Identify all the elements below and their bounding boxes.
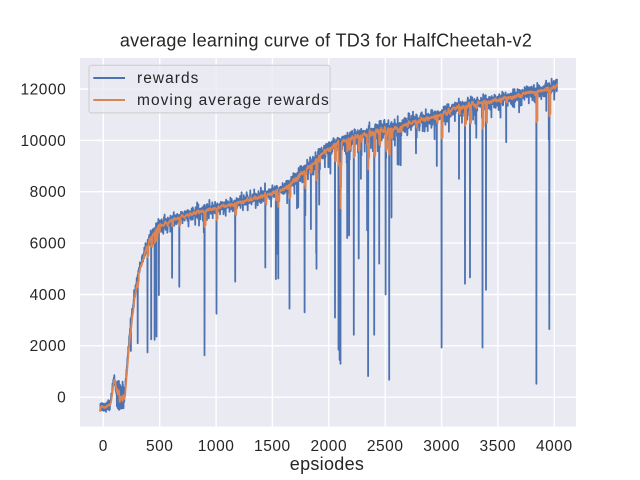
svg-text:1500: 1500 [254,438,291,455]
svg-text:4000: 4000 [30,287,67,304]
svg-text:average learning curve of TD3: average learning curve of TD3 for HalfCh… [120,31,532,51]
svg-text:6000: 6000 [30,236,67,253]
svg-text:10000: 10000 [20,133,66,150]
svg-text:3500: 3500 [480,438,517,455]
svg-text:rewards: rewards [137,70,199,87]
svg-text:1000: 1000 [198,438,235,455]
svg-text:2500: 2500 [367,438,404,455]
svg-text:8000: 8000 [30,184,67,201]
svg-text:epsiodes: epsiodes [290,454,364,474]
svg-text:moving average rewards: moving average rewards [137,92,330,109]
svg-text:0: 0 [57,390,66,407]
svg-text:2000: 2000 [310,438,347,455]
svg-text:500: 500 [146,438,174,455]
svg-text:0: 0 [99,438,108,455]
svg-text:12000: 12000 [20,81,66,98]
svg-text:3000: 3000 [423,438,460,455]
svg-text:4000: 4000 [536,438,573,455]
svg-text:2000: 2000 [30,338,67,355]
